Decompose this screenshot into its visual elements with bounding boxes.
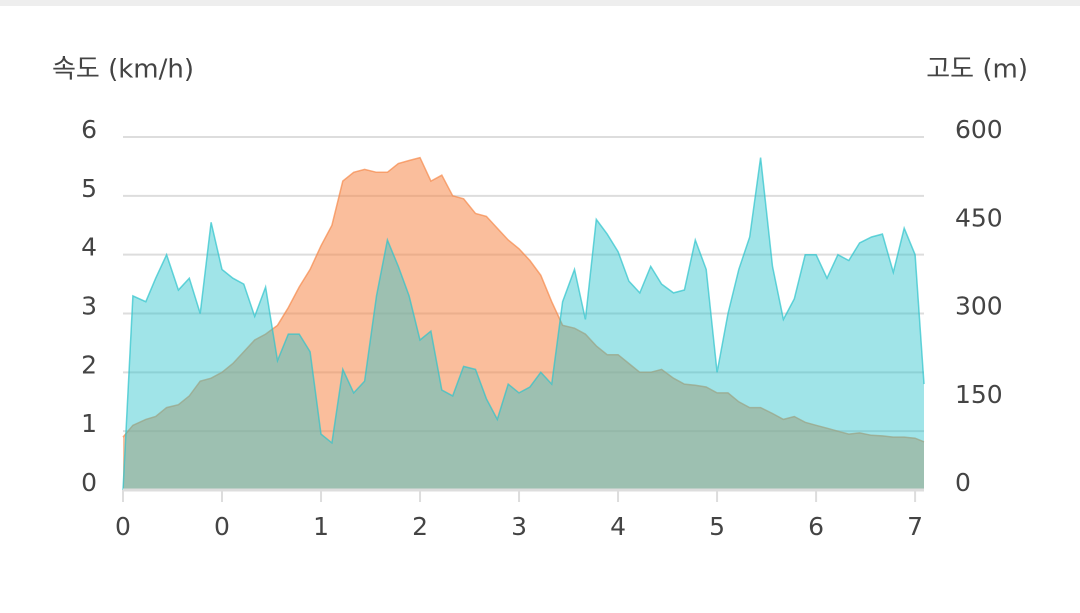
- x-tick-label: 3: [511, 512, 527, 541]
- top-bar: [0, 0, 1080, 6]
- y-tick-label: 2: [81, 350, 97, 379]
- y-tick-label: 4: [81, 233, 97, 262]
- x-tick-label: 6: [808, 512, 824, 541]
- y-tick-label: 6: [81, 115, 97, 144]
- y-tick-label: 5: [81, 174, 97, 203]
- y2-tick-label: 300: [955, 292, 1003, 321]
- x-tick-label: 2: [412, 512, 428, 541]
- y-tick-label: 3: [81, 292, 97, 321]
- x-tick-label: 0: [214, 512, 230, 541]
- y2-tick-label: 450: [955, 203, 1003, 232]
- y-tick-label: 1: [81, 409, 97, 438]
- y2-axis-title: 고도 (m): [926, 55, 1028, 85]
- area-fill: [123, 157, 924, 490]
- y-axis-title: 속도 (km/h): [52, 55, 194, 85]
- x-tick-label: 1: [313, 512, 329, 541]
- area-fill: [123, 157, 924, 490]
- area-line: [122, 157, 925, 491]
- area-line: [122, 156, 925, 443]
- y2-tick-label: 0: [955, 468, 971, 497]
- x-tick-label: 7: [907, 512, 923, 541]
- x-tick-label: 5: [709, 512, 725, 541]
- x-tick-label: 0: [115, 512, 131, 541]
- y2-tick-label: 150: [955, 380, 1003, 409]
- x-tick-label: 4: [610, 512, 626, 541]
- y2-tick-label: 600: [955, 115, 1003, 144]
- y-tick-label: 0: [81, 468, 97, 497]
